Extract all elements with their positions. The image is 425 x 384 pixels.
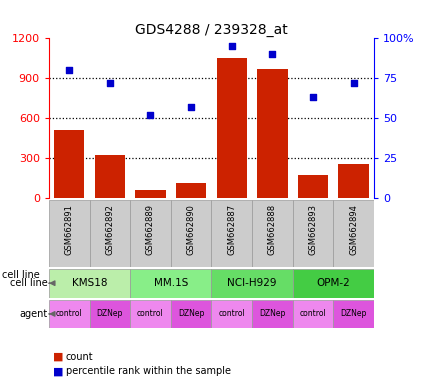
Text: GSM662893: GSM662893 (309, 204, 317, 255)
Text: KMS18: KMS18 (72, 278, 107, 288)
Text: GSM662888: GSM662888 (268, 204, 277, 255)
Bar (252, 300, 293, 328)
Bar (293, 269, 374, 298)
Point (66, 67, 73, 73)
Bar (211, 269, 293, 298)
Text: DZNep: DZNep (259, 310, 286, 318)
Text: GSM662891: GSM662891 (65, 204, 74, 255)
Bar (171, 200, 211, 267)
Bar (49, 269, 130, 298)
Text: OPM-2: OPM-2 (317, 278, 350, 288)
Point (228, 43, 235, 50)
Text: cell line: cell line (2, 270, 40, 280)
Point (147, 112, 154, 118)
Bar (211, 300, 252, 328)
Bar (293, 200, 333, 267)
Text: control: control (137, 310, 164, 318)
Bar (211, 200, 252, 267)
Bar (90, 300, 130, 328)
Text: DZNep: DZNep (178, 310, 204, 318)
Bar (176, 183, 207, 198)
Point (106, 80, 113, 86)
Bar (216, 58, 247, 198)
Text: GSM662887: GSM662887 (227, 204, 236, 255)
Bar (338, 164, 369, 198)
Point (310, 94, 317, 101)
Bar (333, 300, 374, 328)
Text: MM.1S: MM.1S (153, 278, 188, 288)
Text: GSM662892: GSM662892 (105, 204, 114, 255)
Text: percentile rank within the sample: percentile rank within the sample (66, 366, 231, 376)
Bar (130, 300, 171, 328)
Bar (293, 300, 333, 328)
Text: cell line: cell line (10, 278, 48, 288)
Bar (130, 269, 211, 298)
Bar (252, 200, 293, 267)
Bar (90, 200, 130, 267)
Bar (49, 300, 90, 328)
Bar (171, 300, 211, 328)
Text: control: control (218, 310, 245, 318)
Bar (135, 190, 166, 198)
Text: DZNep: DZNep (340, 310, 367, 318)
Bar (298, 174, 328, 198)
Text: agent: agent (20, 309, 48, 319)
Text: ■: ■ (53, 366, 64, 376)
Text: count: count (66, 352, 94, 362)
Text: control: control (300, 310, 326, 318)
Point (269, 51, 276, 58)
Bar (257, 69, 288, 198)
Bar (54, 130, 85, 198)
Bar (333, 200, 374, 267)
Text: GSM662894: GSM662894 (349, 204, 358, 255)
Text: ■: ■ (53, 352, 64, 362)
Text: GSM662889: GSM662889 (146, 204, 155, 255)
Point (188, 104, 195, 110)
Bar (49, 200, 90, 267)
Text: NCI-H929: NCI-H929 (227, 278, 277, 288)
Bar (95, 155, 125, 198)
Point (350, 80, 357, 86)
Title: GDS4288 / 239328_at: GDS4288 / 239328_at (135, 23, 288, 37)
Text: control: control (56, 310, 82, 318)
Text: GSM662890: GSM662890 (187, 204, 196, 255)
Text: DZNep: DZNep (96, 310, 123, 318)
Bar (130, 200, 171, 267)
